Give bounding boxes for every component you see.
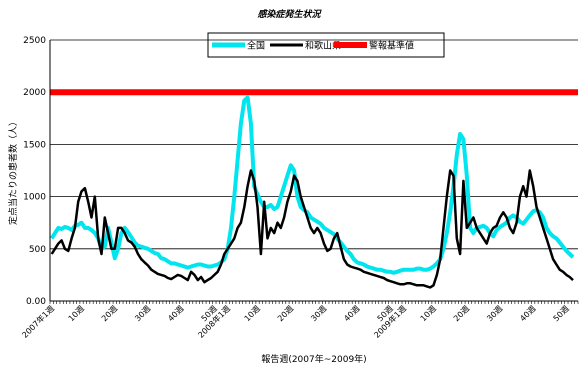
legend: 全国 和歌山県 警報基準値 xyxy=(208,33,444,57)
x-tick-label: 30週 xyxy=(309,304,328,323)
x-tick-label: 10週 xyxy=(419,304,438,323)
y-tick-label: 500 xyxy=(29,245,46,255)
x-tick-label: 10週 xyxy=(243,304,262,323)
legend-label-national: 全国 xyxy=(247,40,265,52)
y-tick-label: 1500 xyxy=(23,140,46,150)
chart-title: 感染症発生状況 xyxy=(257,9,322,20)
y-tick-label: 2500 xyxy=(23,36,46,46)
x-tick-label: 40週 xyxy=(342,304,361,323)
y-tick-label: 1000 xyxy=(23,193,46,203)
x-tick-label: 40週 xyxy=(166,304,185,323)
x-tick-label: 2007年1週 xyxy=(20,303,56,339)
x-tick-label: 10週 xyxy=(67,304,86,323)
x-tick-label: 30週 xyxy=(133,304,152,323)
series-line-national xyxy=(52,97,573,272)
x-tick-label: 50週 xyxy=(552,304,571,323)
series-line-wakayama xyxy=(52,171,573,288)
y-tick-label: 0.00 xyxy=(26,297,46,307)
axes xyxy=(50,40,578,301)
y-tick-label: 2000 xyxy=(23,88,46,98)
x-axis-label: 報告週(2007年~2009年) xyxy=(261,353,366,365)
x-tick-label: 30週 xyxy=(485,304,504,323)
y-tick-labels: 0.00 500 1000 1500 2000 2500 xyxy=(23,36,46,307)
x-tick-label: 20週 xyxy=(452,304,471,323)
x-tick-label: 20週 xyxy=(276,304,295,323)
legend-label-threshold: 警報基準値 xyxy=(369,40,414,52)
x-tick-label: 20週 xyxy=(100,304,119,323)
x-tick-label: 40週 xyxy=(518,304,537,323)
y-axis-label: 定点当たりの患者数（人） xyxy=(7,117,19,225)
